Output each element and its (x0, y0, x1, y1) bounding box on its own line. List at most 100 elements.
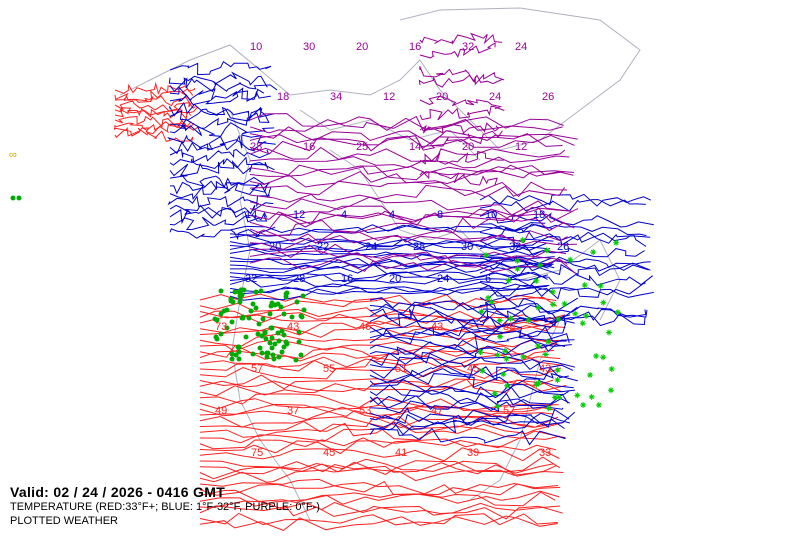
cool-contour (369, 412, 570, 436)
contour-label: 10 (485, 209, 497, 221)
snow-symbol (551, 394, 558, 401)
rain-symbol (246, 315, 252, 321)
rain-symbol (298, 313, 304, 319)
rain-symbol (213, 334, 219, 340)
contour-label: 10 (250, 41, 262, 53)
contour-label: 4 (341, 209, 347, 221)
cool-contour (169, 180, 272, 199)
cool-contour (479, 281, 646, 301)
snow-symbol (488, 299, 495, 306)
contour-label: 4 (389, 209, 395, 221)
cool-contour (369, 320, 567, 342)
cool-contour (369, 366, 569, 384)
rain-symbol (289, 314, 295, 320)
cold-contour (419, 170, 498, 186)
snow-symbol (593, 353, 600, 360)
snow-symbol (482, 252, 489, 259)
rain-symbol (298, 352, 304, 358)
cool-contour (167, 134, 267, 152)
snow-symbol (519, 237, 526, 244)
snow-symbol (505, 277, 512, 284)
cool-contour (369, 322, 567, 345)
coastline (299, 109, 481, 161)
contour-label: 51 (395, 363, 407, 375)
rain-symbol (259, 333, 265, 339)
warm-contour (199, 406, 556, 421)
contour-label: 12 (293, 209, 305, 221)
snow-symbol (497, 333, 504, 340)
rain-symbol (268, 303, 274, 309)
cool-contour (229, 234, 554, 248)
cold-contour (249, 155, 570, 169)
cool-contour (169, 174, 272, 189)
cool-contour (229, 222, 546, 234)
snow-symbol (579, 320, 586, 327)
contour-label: 24 (365, 241, 377, 253)
cool-contour (369, 427, 566, 446)
snow-symbol (595, 402, 602, 409)
rain-symbol (218, 331, 224, 337)
contour-label: 12 (515, 141, 527, 153)
rain-symbol (259, 350, 265, 356)
cold-contour (249, 115, 564, 134)
rain-symbol (230, 299, 236, 305)
warm-contour (199, 378, 563, 394)
cool-contour (369, 373, 574, 389)
coastline (469, 319, 561, 501)
snow-symbol (545, 338, 552, 345)
rain-symbol (257, 345, 263, 351)
rain-symbol (224, 307, 230, 313)
contour-label: 45 (467, 363, 479, 375)
cool-contour (369, 303, 575, 324)
cool-contour (229, 286, 554, 301)
warm-contour (199, 374, 567, 392)
rain-symbol (265, 350, 271, 356)
cool-contour (229, 274, 549, 288)
snow-symbol (583, 312, 590, 319)
cool-contour (479, 243, 645, 258)
contour-label: 28 (293, 273, 305, 285)
cold-contour (418, 72, 505, 88)
contour-label: 55 (323, 363, 335, 375)
cold-contour (249, 243, 567, 261)
rain-symbol (235, 344, 241, 350)
snow-symbol (572, 310, 579, 317)
cool-contour (169, 148, 270, 163)
snow-symbol (554, 377, 561, 384)
cool-contour (369, 352, 574, 371)
warm-contour (199, 415, 554, 433)
cold-contour (249, 257, 576, 274)
cold-contour (419, 66, 503, 85)
cold-contour (249, 169, 575, 188)
contour-label: 14 (245, 209, 257, 221)
contour-label: 30 (303, 41, 315, 53)
warm-contour (114, 115, 192, 129)
warm-contour (199, 458, 564, 477)
contour-label: 16 (341, 273, 353, 285)
cool-contour (169, 134, 276, 155)
snow-symbol (581, 282, 588, 289)
snow-symbol (590, 249, 597, 256)
snow-symbol (478, 308, 485, 315)
rain-symbol (271, 356, 277, 362)
contour-label: 33 (539, 447, 551, 459)
cool-contour (369, 384, 569, 399)
rain-symbol (237, 296, 243, 302)
snow-symbol (580, 401, 587, 408)
warm-contour (199, 435, 560, 450)
snow-symbol (606, 329, 613, 336)
contour-label: 24 (437, 273, 449, 285)
snow-symbol (549, 301, 556, 308)
snow-symbol (614, 309, 621, 316)
warm-contour (199, 393, 554, 413)
rain-symbol (279, 328, 285, 334)
snow-symbol (500, 371, 507, 378)
cool-contour (169, 202, 274, 225)
snow-symbol (514, 265, 521, 272)
warm-contour (199, 415, 559, 430)
cool-contour (229, 271, 546, 282)
rain-symbol (296, 339, 302, 345)
cool-contour (369, 296, 579, 313)
contour-label: 16 (409, 41, 421, 53)
cool-contour (369, 326, 570, 343)
